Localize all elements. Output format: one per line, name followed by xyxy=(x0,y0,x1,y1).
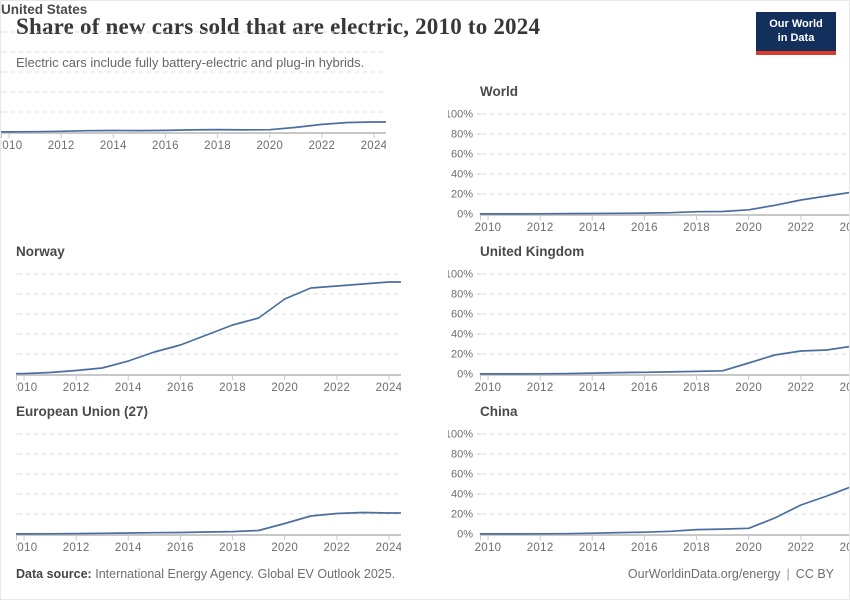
svg-text:20%: 20% xyxy=(451,189,473,201)
svg-text:2012: 2012 xyxy=(63,542,90,554)
panel-china: China 0% 20% 40% 60% 80% 100% 2010 2012 2014 2016… xyxy=(448,403,850,563)
footer-separator: | xyxy=(786,567,790,581)
line-chart-norway: 2010 2012 2014 2016 2018 2020 2022 2024 xyxy=(16,273,401,394)
svg-text:2022: 2022 xyxy=(787,382,814,394)
footer-right: OurWorldinData.org/energy | CC BY xyxy=(628,567,834,581)
svg-text:2010: 2010 xyxy=(475,222,502,234)
chart-subtitle: Electric cars include fully battery-elec… xyxy=(16,55,365,70)
svg-text:2012: 2012 xyxy=(527,222,554,234)
panel-title: European Union (27) xyxy=(16,404,149,419)
svg-text:2016: 2016 xyxy=(631,222,658,234)
svg-text:2024: 2024 xyxy=(840,382,850,394)
svg-text:2024: 2024 xyxy=(840,222,850,234)
svg-text:2016: 2016 xyxy=(167,382,194,394)
svg-text:2022: 2022 xyxy=(323,542,350,554)
svg-text:2024: 2024 xyxy=(361,140,386,152)
panel-title: World xyxy=(480,84,518,99)
data-source-label: Data source: xyxy=(16,567,92,581)
svg-text:2024: 2024 xyxy=(376,382,401,394)
svg-text:20%: 20% xyxy=(451,509,473,521)
panel-united-kingdom: United Kingdom 0% 20% 40% 60% 80% 100% 2010 201… xyxy=(448,243,850,403)
svg-text:2018: 2018 xyxy=(204,140,231,152)
data-source-text: International Energy Agency. Global EV O… xyxy=(95,567,396,581)
svg-text:60%: 60% xyxy=(451,149,473,161)
page-title: Share of new cars sold that are electric… xyxy=(16,14,541,39)
svg-text:2012: 2012 xyxy=(63,382,90,394)
svg-text:2016: 2016 xyxy=(152,140,179,152)
svg-text:80%: 80% xyxy=(451,129,473,141)
line-chart-world: 0% 20% 40% 60% 80% 100% 2010 2012 2014 2016 2018 20… xyxy=(448,109,850,234)
owid-logo-line1: Our World xyxy=(769,18,823,30)
svg-text:2010: 2010 xyxy=(1,140,22,152)
svg-text:100%: 100% xyxy=(448,109,473,121)
panel-title: Norway xyxy=(16,244,65,259)
svg-text:2012: 2012 xyxy=(48,140,75,152)
svg-text:2010: 2010 xyxy=(16,542,37,554)
svg-text:2016: 2016 xyxy=(631,542,658,554)
panel-title: United States xyxy=(1,2,88,17)
svg-text:2010: 2010 xyxy=(475,382,502,394)
svg-text:2014: 2014 xyxy=(579,542,606,554)
owid-logo: Our World in Data xyxy=(756,12,836,55)
svg-text:60%: 60% xyxy=(451,469,473,481)
svg-text:40%: 40% xyxy=(451,169,473,181)
svg-text:100%: 100% xyxy=(448,269,473,281)
svg-text:80%: 80% xyxy=(451,289,473,301)
panel-european-union: European Union (27) 2010 2012 2014 2016 2018… xyxy=(16,403,436,563)
owid-logo-line2: in Data xyxy=(777,31,815,44)
svg-text:2022: 2022 xyxy=(787,222,814,234)
svg-text:2018: 2018 xyxy=(219,542,246,554)
svg-text:40%: 40% xyxy=(451,329,473,341)
svg-text:2018: 2018 xyxy=(219,382,246,394)
line-chart-china: 0% 20% 40% 60% 80% 100% 2010 2012 2014 2016 2018 20… xyxy=(448,429,850,554)
svg-text:2014: 2014 xyxy=(115,382,142,394)
line-chart-european-union: 2010 2012 2014 2016 2018 2020 2022 2024 xyxy=(16,433,401,554)
svg-text:0%: 0% xyxy=(457,529,473,541)
panel-united-states: United States 20102012201420162018202020… xyxy=(1,1,421,161)
svg-text:2020: 2020 xyxy=(256,140,283,152)
line-chart-united-kingdom: 0% 20% 40% 60% 80% 100% 2010 2012 2014 2016 2018 20… xyxy=(448,269,850,394)
footer: Data source: International Energy Agency… xyxy=(16,567,834,581)
svg-text:0%: 0% xyxy=(457,369,473,381)
svg-text:2020: 2020 xyxy=(735,222,762,234)
svg-text:2024: 2024 xyxy=(376,542,401,554)
owid-url-link[interactable]: OurWorldinData.org/energy xyxy=(627,567,781,581)
svg-text:100%: 100% xyxy=(448,429,473,441)
svg-text:2014: 2014 xyxy=(579,382,606,394)
svg-text:2020: 2020 xyxy=(735,542,762,554)
svg-text:40%: 40% xyxy=(451,489,473,501)
panel-title: China xyxy=(480,404,518,419)
svg-text:2024: 2024 xyxy=(840,542,850,554)
svg-text:2020: 2020 xyxy=(271,542,298,554)
svg-text:80%: 80% xyxy=(451,449,473,461)
svg-text:2010: 2010 xyxy=(16,382,37,394)
svg-text:2020: 2020 xyxy=(735,382,762,394)
svg-text:20%: 20% xyxy=(451,349,473,361)
svg-text:2014: 2014 xyxy=(115,542,142,554)
panel-title: United Kingdom xyxy=(480,244,585,259)
svg-text:0%: 0% xyxy=(457,209,473,221)
svg-text:2018: 2018 xyxy=(683,382,710,394)
svg-text:2020: 2020 xyxy=(271,382,298,394)
svg-text:60%: 60% xyxy=(451,309,473,321)
svg-text:2010: 2010 xyxy=(475,542,502,554)
svg-text:2012: 2012 xyxy=(527,542,554,554)
panel-world: World 0% 20% 40% 60% 80% 100% 2010 2012 2014 2016… xyxy=(448,83,850,243)
svg-text:2022: 2022 xyxy=(787,542,814,554)
line-chart-united-states: 2010 2012 2014 2016 2018 2020 2022 2024 xyxy=(1,31,386,152)
svg-text:2022: 2022 xyxy=(308,140,335,152)
license-badge: CC BY xyxy=(795,567,834,581)
svg-text:2016: 2016 xyxy=(167,542,194,554)
panel-norway: Norway 2010 2012 2014 2016 2018 2020 2022 2024 xyxy=(16,243,436,403)
svg-text:2022: 2022 xyxy=(323,382,350,394)
svg-text:2018: 2018 xyxy=(683,222,710,234)
svg-text:2016: 2016 xyxy=(631,382,658,394)
svg-text:2014: 2014 xyxy=(100,140,127,152)
svg-text:2018: 2018 xyxy=(683,542,710,554)
data-source-note: Data source: International Energy Agency… xyxy=(16,567,395,581)
svg-text:2012: 2012 xyxy=(527,382,554,394)
svg-text:2014: 2014 xyxy=(579,222,606,234)
